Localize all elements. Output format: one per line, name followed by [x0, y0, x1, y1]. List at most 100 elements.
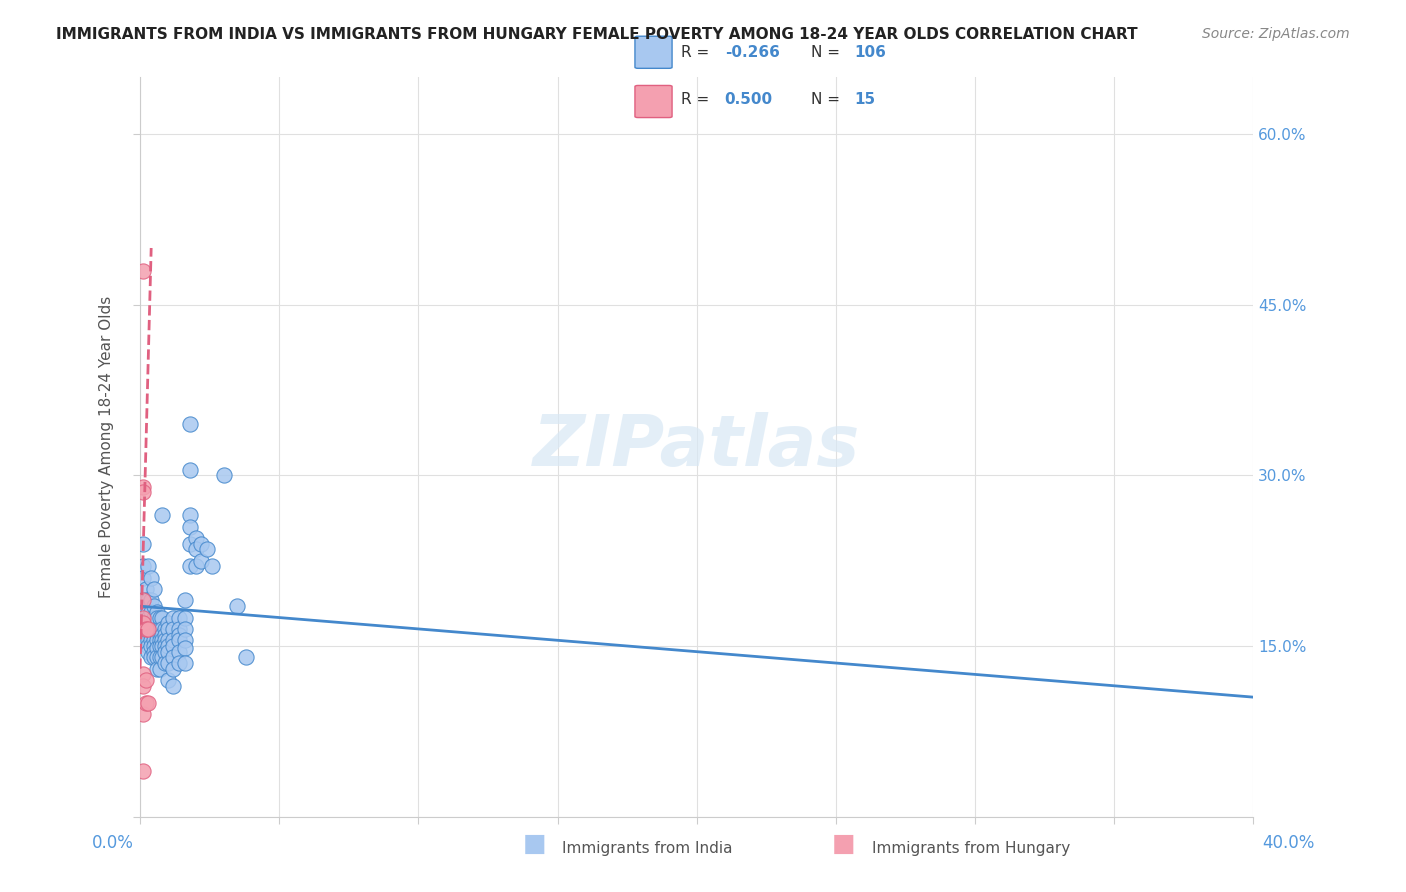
Point: [145, 605, 167, 619]
Point: [138, 627, 160, 641]
Point: [141, 616, 163, 631]
Point: [135, 627, 157, 641]
Point: [148, 662, 170, 676]
Point: [150, 627, 173, 641]
Text: 40.0%: 40.0%: [1263, 834, 1315, 852]
Point: [173, 633, 195, 648]
Point: [132, 264, 155, 278]
Point: [132, 559, 155, 574]
Point: [138, 605, 160, 619]
Point: [173, 622, 195, 636]
Point: [132, 593, 155, 607]
Point: [138, 622, 160, 636]
Point: [145, 633, 167, 648]
Text: 106: 106: [855, 45, 886, 60]
Point: [132, 536, 155, 550]
Point: [201, 559, 224, 574]
Point: [167, 622, 190, 636]
Point: [132, 610, 155, 624]
Point: [150, 508, 173, 523]
Text: R =: R =: [682, 45, 714, 60]
Point: [143, 582, 166, 596]
Point: [141, 593, 163, 607]
Point: [162, 639, 184, 653]
Point: [148, 610, 170, 624]
Point: [143, 599, 166, 614]
Point: [179, 508, 201, 523]
Point: [132, 622, 155, 636]
Point: [179, 536, 201, 550]
Point: [132, 707, 155, 722]
Point: [226, 599, 249, 614]
FancyBboxPatch shape: [636, 86, 672, 118]
Point: [145, 627, 167, 641]
Point: [135, 616, 157, 631]
Point: [135, 610, 157, 624]
Point: [179, 559, 201, 574]
Point: [138, 616, 160, 631]
Point: [138, 696, 160, 710]
Point: [132, 605, 155, 619]
Point: [132, 571, 155, 585]
Text: R =: R =: [682, 92, 714, 107]
Point: [141, 627, 163, 641]
Text: 15: 15: [855, 92, 876, 107]
Point: [150, 650, 173, 665]
Point: [156, 639, 179, 653]
Point: [156, 616, 179, 631]
Point: [153, 622, 176, 636]
Point: [141, 650, 163, 665]
Point: [145, 622, 167, 636]
Text: Source: ZipAtlas.com: Source: ZipAtlas.com: [1202, 27, 1350, 41]
Point: [141, 639, 163, 653]
Text: IMMIGRANTS FROM INDIA VS IMMIGRANTS FROM HUNGARY FEMALE POVERTY AMONG 18-24 YEAR: IMMIGRANTS FROM INDIA VS IMMIGRANTS FROM…: [56, 27, 1137, 42]
Point: [145, 662, 167, 676]
Point: [184, 531, 207, 545]
Point: [148, 639, 170, 653]
Point: [150, 639, 173, 653]
Point: [153, 645, 176, 659]
Point: [184, 559, 207, 574]
Point: [167, 656, 190, 670]
Text: Immigrants from India: Immigrants from India: [562, 841, 733, 856]
Point: [167, 633, 190, 648]
Point: [138, 645, 160, 659]
Point: [162, 679, 184, 693]
Point: [132, 616, 155, 631]
Point: [156, 673, 179, 687]
Point: [143, 622, 166, 636]
Text: N =: N =: [811, 92, 845, 107]
Point: [195, 542, 218, 557]
Point: [162, 610, 184, 624]
Point: [153, 639, 176, 653]
Point: [145, 650, 167, 665]
Point: [145, 641, 167, 656]
Point: [156, 645, 179, 659]
Point: [173, 641, 195, 656]
Point: [173, 593, 195, 607]
Y-axis label: Female Poverty Among 18-24 Year Olds: Female Poverty Among 18-24 Year Olds: [100, 296, 114, 599]
Point: [190, 554, 212, 568]
Point: [150, 622, 173, 636]
Point: [162, 650, 184, 665]
Point: [153, 633, 176, 648]
Point: [148, 650, 170, 665]
Point: [141, 605, 163, 619]
Point: [141, 622, 163, 636]
Text: 0.0%: 0.0%: [91, 834, 134, 852]
Point: [135, 673, 157, 687]
Point: [153, 627, 176, 641]
Point: [138, 593, 160, 607]
Point: [135, 582, 157, 596]
Point: [132, 480, 155, 494]
Point: [132, 593, 155, 607]
Point: [143, 633, 166, 648]
Point: [132, 616, 155, 631]
Point: [167, 627, 190, 641]
Point: [132, 667, 155, 681]
Point: [135, 696, 157, 710]
Point: [141, 571, 163, 585]
Point: [138, 622, 160, 636]
Point: [132, 764, 155, 778]
Text: ZIPatlas: ZIPatlas: [533, 412, 860, 482]
